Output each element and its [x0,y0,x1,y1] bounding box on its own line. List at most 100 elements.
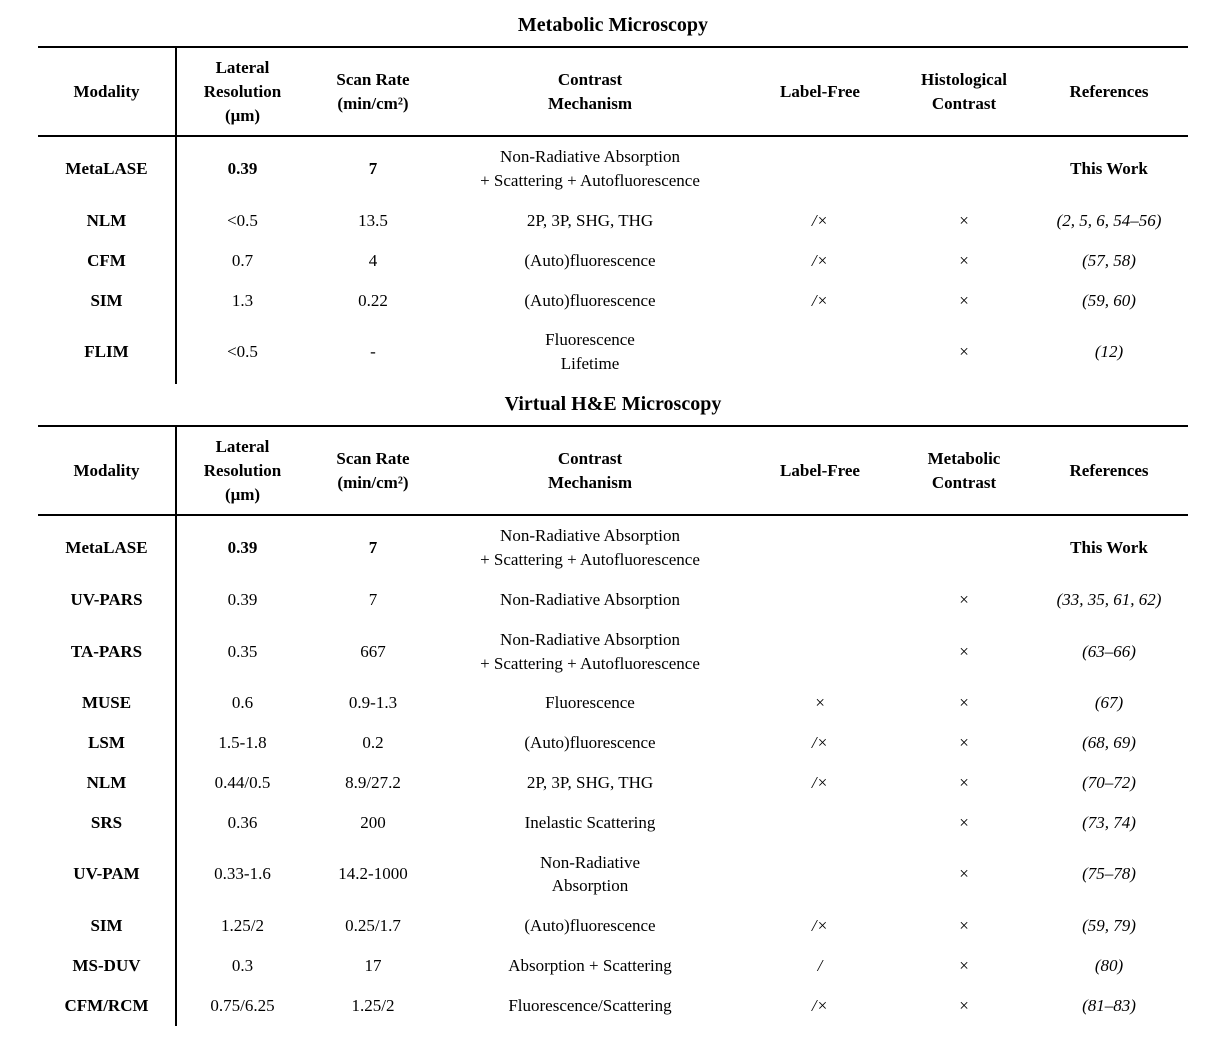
col-header-references: References [1069,460,1149,480]
col-header-histological-contrast: Histological Contrast [921,69,1007,113]
col-header-lateral-resolution: Lateral Resolution (μm) [203,58,282,125]
cell-contrast-flag: × [959,916,969,936]
cell-modality: MetaLASE [38,515,177,580]
cell-modality: CFM/RCM [38,985,177,1026]
table-row: CFM/RCM 0.75/6.25 1.25/2 Fluorescence/Scatt… [38,985,1188,1026]
cell-scan-rate: 0.2 [362,733,384,753]
table-row: UV-PAM 0.33-1.6 14.2-1000 Non-Radiative Abs… [38,842,1188,907]
col-header-references: References [1069,81,1149,101]
cell-scan-rate: 667 [360,641,386,661]
cell-scan-rate: 7 [368,159,378,179]
header-row: Modality Lateral Resolution (μm) Scan Ra… [38,425,1188,516]
table-row: CFM 0.7 4 (Auto)fluorescence /× × (57, 58) [38,240,1188,281]
cell-contrast-flag: × [959,342,969,362]
cell-contrast-mechanism: Fluorescence [545,693,635,713]
cell-scan-rate: 0.25/1.7 [345,916,401,936]
cell-contrast-flag [898,515,1030,580]
cell-label-free [742,620,898,684]
virtual-he-microscopy-table: Modality Lateral Resolution (μm) Scan Ra… [38,424,1188,1026]
cell-label-free [742,136,898,201]
cell-scan-rate: 14.2-1000 [338,864,408,884]
cell-references: (63–66) [1082,641,1136,661]
cell-modality: UV-PARS [38,579,177,620]
cell-label-free [742,515,898,580]
cell-scan-rate: - [370,342,376,362]
cell-lateral-resolution: <0.5 [227,210,258,230]
cell-modality: FLIM [38,320,177,384]
cell-lateral-resolution: 0.7 [231,250,254,270]
cell-contrast-mechanism: (Auto)fluorescence [524,733,656,753]
cell-references: (80) [1094,955,1124,975]
cell-contrast-mechanism: Fluorescence Lifetime [545,330,635,374]
cell-modality: TA-PARS [38,619,177,684]
cell-scan-rate: 17 [364,955,382,975]
cell-modality: LSM [38,723,177,763]
cell-contrast-mechanism: Inelastic Scattering [524,812,656,832]
cell-label-free: /× [811,995,829,1015]
cell-modality: MS-DUV [38,945,177,986]
metabolic-microscopy-table: Modality Lateral Resolution (μm) Scan Ra… [38,46,1188,384]
cell-lateral-resolution: 0.39 [227,589,258,609]
cell-modality: NLM [38,762,177,803]
cell-scan-rate: 7 [368,589,378,609]
cell-references: (75–78) [1082,864,1136,884]
cell-references: (81–83) [1082,995,1136,1015]
cell-references: (2, 5, 6, 54–56) [1056,210,1162,230]
cell-contrast-mechanism: (Auto)fluorescence [524,250,656,270]
cell-label-free [742,580,898,620]
cell-lateral-resolution: 0.6 [231,693,254,713]
cell-contrast-flag: × [959,641,969,661]
cell-references: (57, 58) [1082,250,1136,270]
col-header-label-free: Label-Free [780,460,860,480]
cell-contrast-mechanism: Non-Radiative Absorption + Scattering + … [480,629,700,673]
cell-scan-rate: 1.25/2 [351,995,395,1015]
cell-modality: UV-PAM [38,842,177,907]
cell-label-free: /× [811,772,829,792]
cell-contrast-mechanism: Fluorescence/Scattering [508,995,672,1015]
cell-references: (68, 69) [1082,733,1136,753]
col-header-contrast-mechanism: Contrast Mechanism [547,69,633,113]
cell-contrast-flag: × [959,290,969,310]
table-row: SIM 1.3 0.22 (Auto)fluorescence /× × (59, 60) [38,280,1188,321]
cell-modality: SIM [38,906,177,946]
table-row: NLM <0.5 13.5 2P, 3P, SHG, THG /× × (2, 5, 6, … [38,200,1188,241]
cell-modality: MetaLASE [38,136,177,201]
cell-contrast-mechanism: Non-Radiative Absorption [539,852,641,896]
cell-label-free: × [814,693,826,713]
table-row: NLM 0.44/0.5 8.9/27.2 2P, 3P, SHG, THG /× × (7… [38,762,1188,803]
table-row: TA-PARS 0.35 667 Non-Radiative Absorption +… [38,619,1188,684]
cell-contrast-flag: × [959,955,969,975]
cell-lateral-resolution: 0.44/0.5 [214,772,271,792]
cell-contrast-flag: × [959,995,969,1015]
cell-label-free: /× [811,210,829,230]
table-row: MetaLASE 0.39 7 Non-Radiative Absorption + … [38,515,1188,580]
cell-modality: MUSE [38,683,177,724]
cell-lateral-resolution: 0.75/6.25 [210,995,275,1015]
cell-scan-rate: 0.9-1.3 [348,693,398,713]
cell-references: (70–72) [1082,772,1136,792]
table-row: FLIM <0.5 - Fluorescence Lifetime × (12) [38,320,1188,384]
cell-contrast-flag: × [959,250,969,270]
col-header-modality: Modality [38,425,177,516]
cell-references: This Work [1070,159,1148,179]
table-row: SRS 0.36 200 Inelastic Scattering × (73, 74) [38,802,1188,843]
cell-contrast-flag: × [959,812,969,832]
cell-lateral-resolution: 1.25/2 [221,916,264,936]
cell-lateral-resolution: 0.3 [231,955,254,975]
cell-scan-rate: 13.5 [358,210,388,230]
cell-scan-rate: 0.22 [358,290,388,310]
cell-lateral-resolution: <0.5 [227,342,258,362]
col-header-metabolic-contrast: Metabolic Contrast [927,448,1001,492]
cell-contrast-mechanism: Non-Radiative Absorption + Scattering + … [480,526,700,570]
cell-label-free: /× [811,250,829,270]
header-row: Modality Lateral Resolution (μm) Scan Ra… [38,47,1188,137]
cell-references: (59, 60) [1082,290,1136,310]
col-header-scan-rate: Scan Rate (min/cm²) [336,448,410,492]
table-row: MS-DUV 0.3 17 Absorption + Scattering / × (80) [38,945,1188,986]
cell-label-free: /× [811,916,829,936]
virtual-he-microscopy-section: Virtual H&E Microscopy Modality Lateral … [38,391,1188,1026]
table-row: UV-PARS 0.39 7 Non-Radiative Absorption × (33… [38,579,1188,620]
table-title-metabolic: Metabolic Microscopy [517,14,709,36]
table-title-virtual-he: Virtual H&E Microscopy [504,392,722,415]
metabolic-microscopy-section: Metabolic Microscopy Modality Lateral Re… [38,12,1188,384]
